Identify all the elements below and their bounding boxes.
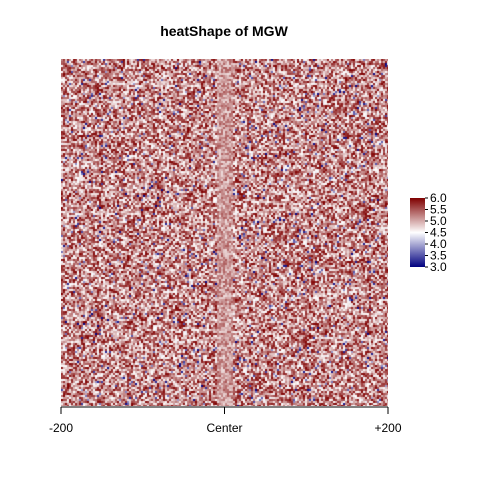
x-tick-label: +200: [374, 421, 401, 435]
legend-tick-label: 5.0: [430, 214, 447, 228]
x-axis: -200 Center +200: [49, 406, 402, 435]
color-legend-bar: [410, 198, 425, 267]
x-tick-label: -200: [49, 421, 73, 435]
legend-tick-label: 4.5: [430, 226, 447, 240]
legend-tick-label: 3.0: [430, 260, 447, 274]
legend-tick-label: 5.5: [430, 203, 447, 217]
legend-tick-label: 4.0: [430, 237, 447, 251]
heatmap-cells: [61, 59, 388, 406]
chart-title: heatShape of MGW: [160, 23, 288, 39]
x-tick-label: Center: [206, 421, 242, 435]
legend-tick-label: 3.5: [430, 249, 447, 263]
legend-tick-label: 6.0: [430, 191, 447, 205]
color-legend: 3.03.54.04.55.05.56.0: [410, 191, 447, 274]
heatmap-raster: [61, 59, 388, 406]
